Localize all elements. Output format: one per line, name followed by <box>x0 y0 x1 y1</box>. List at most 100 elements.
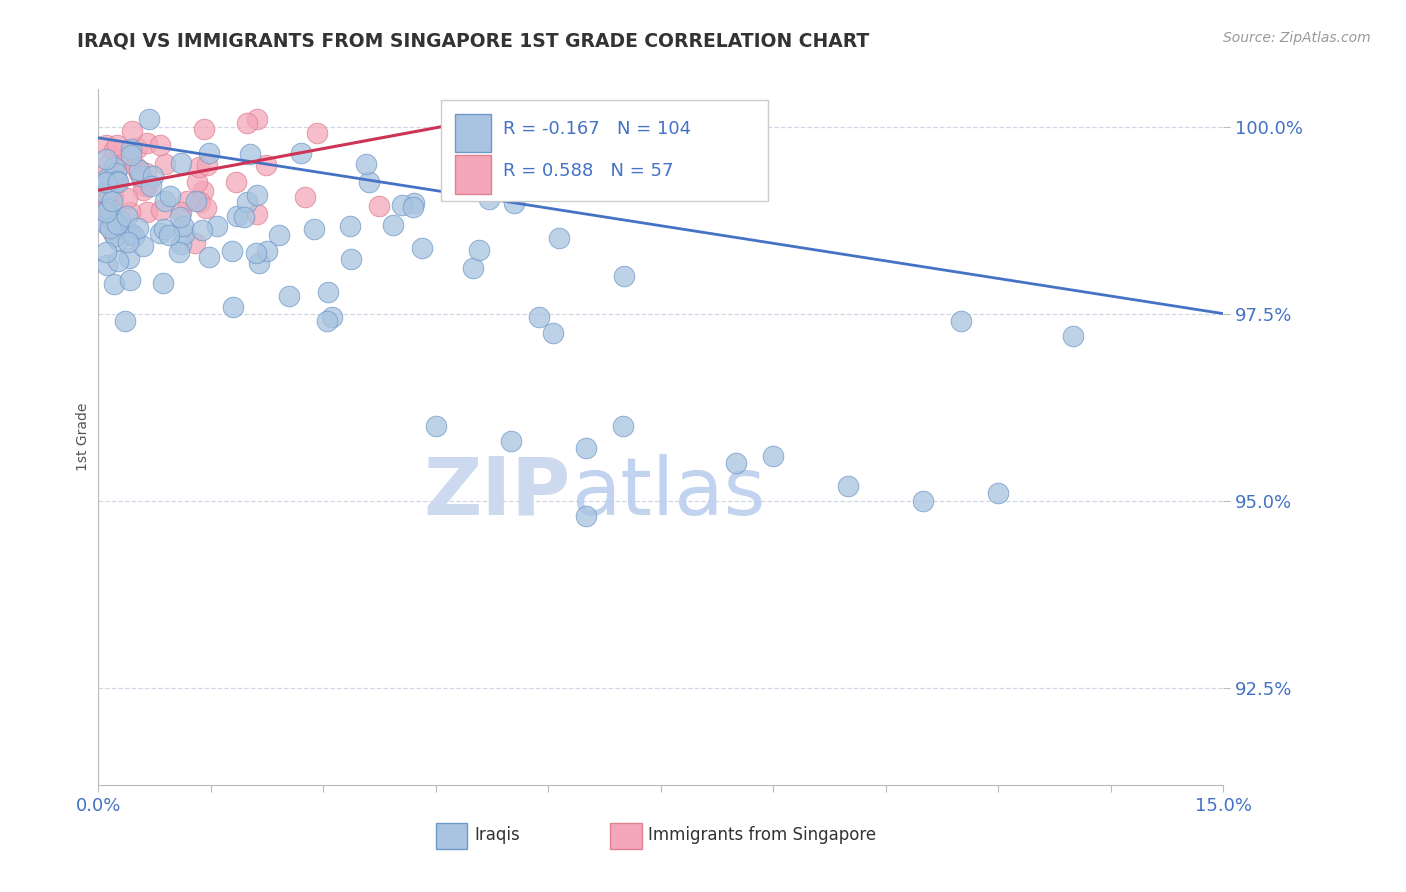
Point <box>191 184 214 198</box>
Point <box>128 162 150 177</box>
Point <box>94 245 117 260</box>
Point <box>94 207 117 221</box>
Point <box>499 434 522 448</box>
Point <box>114 314 136 328</box>
Point <box>98 220 121 235</box>
Text: R = 0.588   N = 57: R = 0.588 N = 57 <box>503 162 673 180</box>
Point <box>96 258 118 272</box>
Point <box>134 178 156 193</box>
Point <box>128 166 150 180</box>
Point <box>290 146 312 161</box>
Point <box>236 195 259 210</box>
Point <box>103 190 125 204</box>
Point <box>94 218 117 232</box>
Point <box>541 326 564 341</box>
Point <box>105 174 128 188</box>
Point <box>247 256 270 270</box>
Point <box>157 228 180 243</box>
Point <box>233 210 256 224</box>
FancyBboxPatch shape <box>436 822 467 849</box>
Point <box>762 449 785 463</box>
Point <box>107 233 129 247</box>
Point <box>101 212 124 227</box>
Point <box>149 226 172 240</box>
Point <box>128 163 150 178</box>
Point <box>105 166 128 180</box>
Point <box>135 136 157 150</box>
FancyBboxPatch shape <box>456 113 491 152</box>
Point <box>153 222 176 236</box>
Point <box>139 179 162 194</box>
Point <box>191 223 214 237</box>
Point <box>108 152 131 166</box>
Point <box>125 161 148 175</box>
Text: ZIP: ZIP <box>423 454 571 532</box>
Text: R = -0.167   N = 104: R = -0.167 N = 104 <box>503 120 692 138</box>
Point <box>115 153 138 167</box>
Point <box>169 211 191 225</box>
Point <box>269 227 291 242</box>
Point <box>170 205 193 219</box>
Point <box>131 239 153 253</box>
Point <box>152 277 174 291</box>
Point <box>94 175 117 189</box>
Point <box>121 124 143 138</box>
Point <box>149 202 172 217</box>
Point <box>107 254 129 268</box>
Point <box>197 158 219 172</box>
Point <box>103 160 125 174</box>
Point <box>246 207 269 221</box>
Point <box>115 191 138 205</box>
Point <box>97 171 120 186</box>
Point <box>104 174 127 188</box>
Point <box>97 202 120 216</box>
Point <box>316 285 339 299</box>
Point <box>304 222 326 236</box>
Point <box>120 142 142 156</box>
Point <box>94 195 117 210</box>
Point <box>94 186 117 201</box>
Point <box>94 160 117 174</box>
Point <box>225 209 247 223</box>
Point <box>222 300 245 314</box>
Point <box>132 183 155 197</box>
Point <box>155 194 177 209</box>
Text: Iraqis: Iraqis <box>474 826 520 844</box>
Point <box>184 235 207 250</box>
Point <box>138 112 160 127</box>
Point <box>167 244 190 259</box>
Text: atlas: atlas <box>571 454 765 532</box>
Point <box>94 137 117 152</box>
Point <box>172 219 194 233</box>
Point <box>142 169 165 183</box>
Point <box>381 218 404 232</box>
Point <box>120 148 142 162</box>
Point <box>135 166 157 180</box>
Point <box>198 250 221 264</box>
Point <box>294 190 316 204</box>
Point <box>724 456 747 470</box>
Point <box>354 157 377 171</box>
Point <box>239 147 262 161</box>
Point <box>173 227 195 242</box>
Y-axis label: 1st Grade: 1st Grade <box>76 403 90 471</box>
FancyBboxPatch shape <box>610 822 641 849</box>
Point <box>155 157 177 171</box>
Point <box>425 418 447 433</box>
Point <box>170 156 193 170</box>
Point <box>321 310 343 324</box>
Point <box>391 198 413 212</box>
Point <box>108 212 131 227</box>
Point <box>205 219 228 233</box>
Point <box>101 194 124 208</box>
Point <box>115 209 138 223</box>
Point <box>117 227 139 242</box>
Point <box>159 189 181 203</box>
Point <box>108 159 131 173</box>
Point <box>149 137 172 152</box>
Point <box>359 176 381 190</box>
FancyBboxPatch shape <box>441 100 768 201</box>
Point <box>107 175 129 189</box>
Text: Immigrants from Singapore: Immigrants from Singapore <box>648 826 876 844</box>
Point <box>118 273 141 287</box>
